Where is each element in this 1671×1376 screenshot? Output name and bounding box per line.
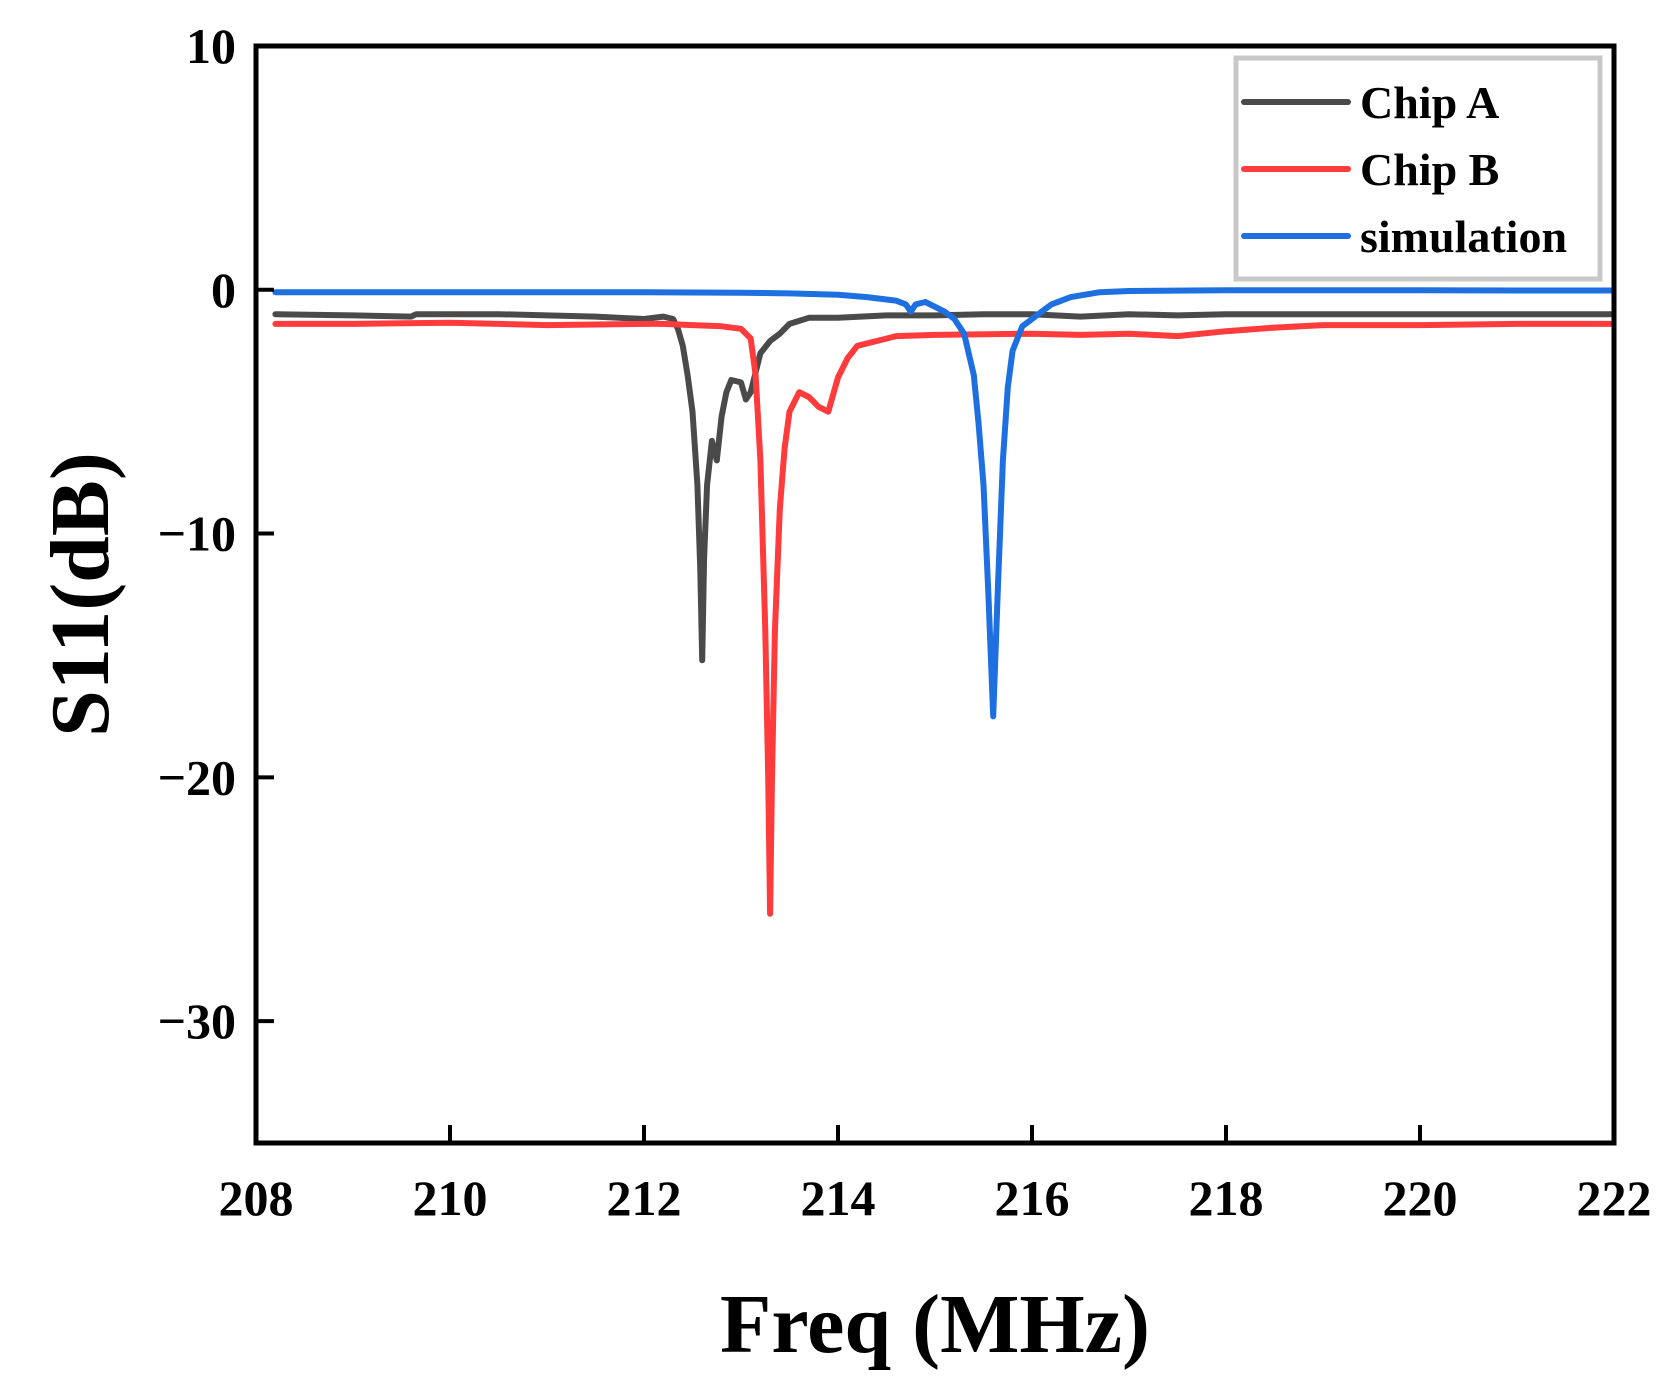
- x-tick-label: 214: [801, 1170, 876, 1226]
- legend-label: simulation: [1360, 211, 1567, 262]
- legend-label: Chip A: [1360, 77, 1499, 128]
- x-tick-label: 218: [1189, 1170, 1264, 1226]
- y-tick-label: 10: [186, 18, 236, 74]
- x-tick-label: 212: [607, 1170, 682, 1226]
- legend-label: Chip B: [1360, 144, 1499, 195]
- y-axis-title: S11(dB): [34, 452, 127, 737]
- x-axis-title: Freq (MHz): [720, 1278, 1150, 1371]
- y-tick-label: −30: [158, 993, 237, 1049]
- y-tick-label: −20: [158, 749, 237, 805]
- series-group: [272, 287, 1614, 917]
- series-line-chip-a: [272, 311, 1614, 664]
- y-tick-label: −10: [158, 506, 237, 562]
- plot-frame: [253, 43, 1617, 1146]
- y-tick-label: 0: [211, 262, 236, 318]
- legend: Chip A Chip B simulation: [1233, 55, 1603, 282]
- x-tick-label: 222: [1577, 1170, 1652, 1226]
- series-line-simulation: [272, 287, 1614, 720]
- x-tick-label: 220: [1383, 1170, 1458, 1226]
- x-tick-label: 216: [995, 1170, 1070, 1226]
- series-line-chip-b: [272, 319, 1614, 917]
- x-tick-label: 210: [413, 1170, 488, 1226]
- x-tick-label: 208: [219, 1170, 294, 1226]
- ticks-group: 208 210 212 214 216 218 220 222 10 0 −10 −20 −30: [158, 18, 1652, 1226]
